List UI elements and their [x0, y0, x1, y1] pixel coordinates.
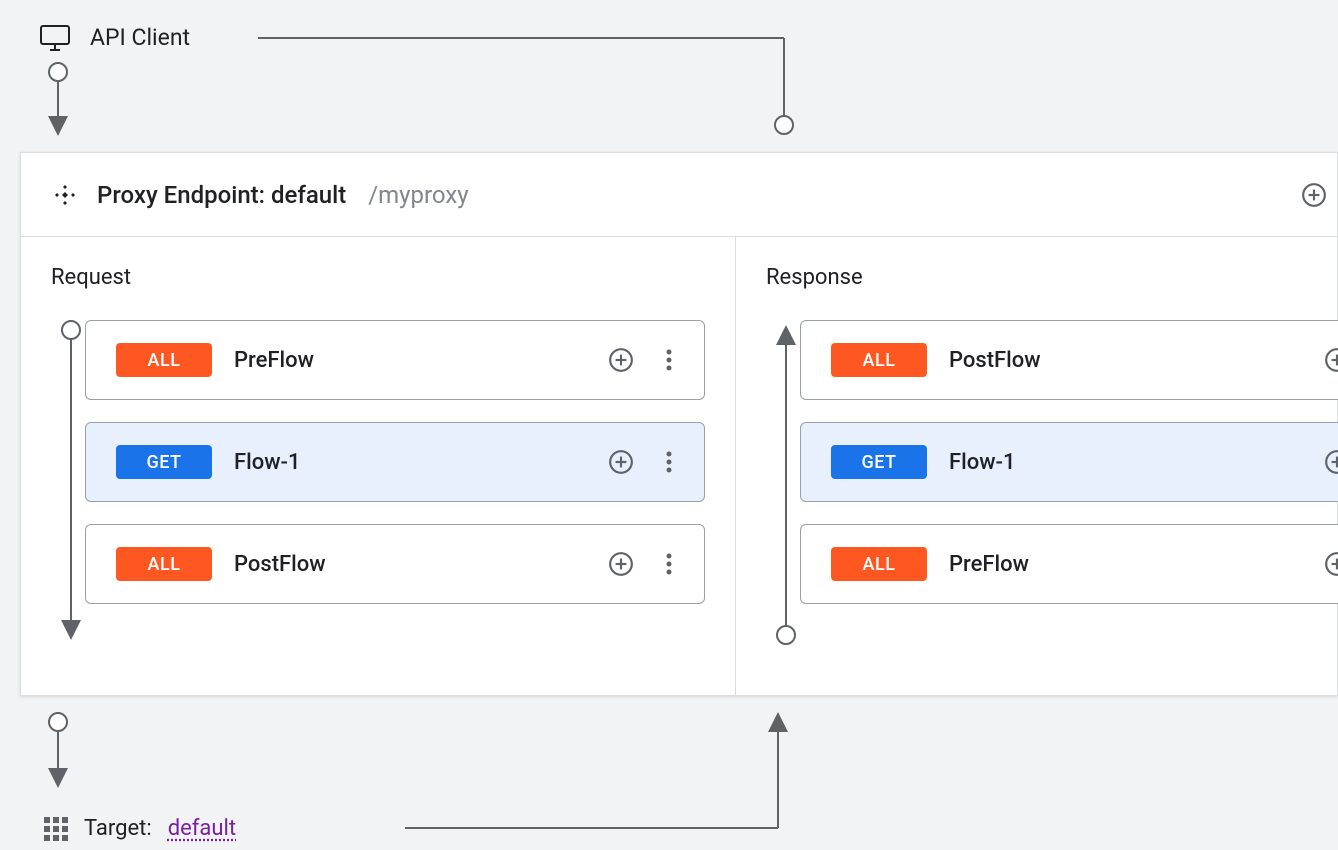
response-flow-card[interactable]: ALL PostFlow [800, 320, 1338, 400]
add-endpoint-button[interactable] [1297, 178, 1331, 212]
target-label: Target: [84, 816, 152, 841]
response-flowline [776, 320, 796, 645]
endpoint-icon [51, 181, 79, 209]
flow-card-actions [604, 445, 686, 479]
request-column: Request ALL PreFlow GET Flow-1 ALL PostFlow [21, 237, 735, 695]
flow-label: Flow-1 [949, 450, 1298, 475]
response-column: Response ALL PostFlow GET Flow-1 ALL PreFlow [735, 237, 1338, 695]
method-badge: GET [116, 445, 212, 479]
add-step-button[interactable] [604, 343, 638, 377]
response-heading: Response [766, 265, 1338, 290]
flow-card-actions [1320, 343, 1338, 377]
monitor-icon [40, 25, 70, 51]
add-step-button[interactable] [1320, 445, 1338, 479]
flow-label: PreFlow [949, 552, 1298, 577]
add-step-button[interactable] [1320, 547, 1338, 581]
proxy-endpoint-panel: Proxy Endpoint: default /myproxy Request… [20, 152, 1338, 696]
flow-label: Flow-1 [234, 450, 582, 475]
flow-more-menu[interactable] [652, 445, 686, 479]
flow-more-menu[interactable] [652, 343, 686, 377]
flow-more-menu[interactable] [652, 547, 686, 581]
flow-card-actions [604, 343, 686, 377]
response-flow-card[interactable]: ALL PreFlow [800, 524, 1338, 604]
add-step-button[interactable] [604, 445, 638, 479]
flow-card-actions [1320, 445, 1338, 479]
endpoint-title: Proxy Endpoint: default [97, 181, 346, 209]
api-client-row: API Client [40, 24, 190, 51]
flow-card-actions [604, 547, 686, 581]
method-badge: ALL [116, 343, 212, 377]
add-step-button[interactable] [1320, 343, 1338, 377]
method-badge: ALL [831, 343, 927, 377]
target-row: Target: default [44, 816, 236, 841]
method-badge: ALL [116, 547, 212, 581]
request-heading: Request [51, 265, 705, 290]
api-client-label: API Client [90, 24, 190, 51]
panel-header: Proxy Endpoint: default /myproxy [21, 153, 1337, 237]
add-step-button[interactable] [604, 547, 638, 581]
endpoint-path: /myproxy [368, 181, 468, 209]
flow-card-actions [1320, 547, 1338, 581]
method-badge: ALL [831, 547, 927, 581]
flow-label: PostFlow [234, 552, 582, 577]
flow-label: PostFlow [949, 348, 1298, 373]
request-flow-card[interactable]: ALL PostFlow [85, 524, 705, 604]
response-flow-card[interactable]: GET Flow-1 [800, 422, 1338, 502]
request-flow-card[interactable]: GET Flow-1 [85, 422, 705, 502]
request-flow-card[interactable]: ALL PreFlow [85, 320, 705, 400]
flow-label: PreFlow [234, 348, 582, 373]
target-link[interactable]: default [168, 816, 236, 841]
request-flowline [61, 320, 81, 645]
apps-grid-icon [44, 817, 68, 841]
method-badge: GET [831, 445, 927, 479]
